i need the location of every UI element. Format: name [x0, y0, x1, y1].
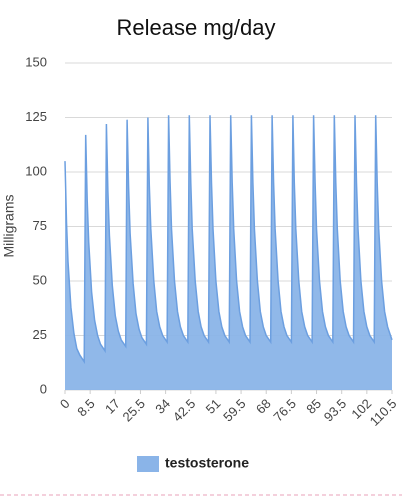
y-tick-label: 100: [25, 163, 47, 178]
legend-swatch: [137, 456, 159, 472]
x-tick-label: 25.5: [120, 396, 149, 425]
x-tick-label: 8.5: [74, 396, 97, 419]
area-line: [64, 115, 393, 365]
x-tick-label: 110.5: [367, 396, 400, 429]
y-tick-label: 50: [33, 272, 47, 287]
y-tick-label: 25: [33, 327, 47, 342]
y-axis-label: Milligrams: [1, 195, 17, 258]
x-tick-label: 59.5: [220, 396, 249, 425]
area-fill: [65, 115, 392, 391]
y-tick-label: 75: [33, 218, 47, 233]
y-tick-label: 0: [40, 381, 47, 396]
legend-label: testosterone: [165, 455, 249, 471]
y-tick-label: 125: [25, 109, 47, 124]
x-tick-label: 42.5: [170, 396, 199, 425]
chart-title: Release mg/day: [117, 15, 276, 40]
x-tick-label: 0: [57, 396, 73, 412]
x-tick-label: 76.5: [270, 396, 299, 425]
x-tick-label: 93.5: [321, 396, 350, 425]
y-tick-label: 150: [25, 54, 47, 69]
